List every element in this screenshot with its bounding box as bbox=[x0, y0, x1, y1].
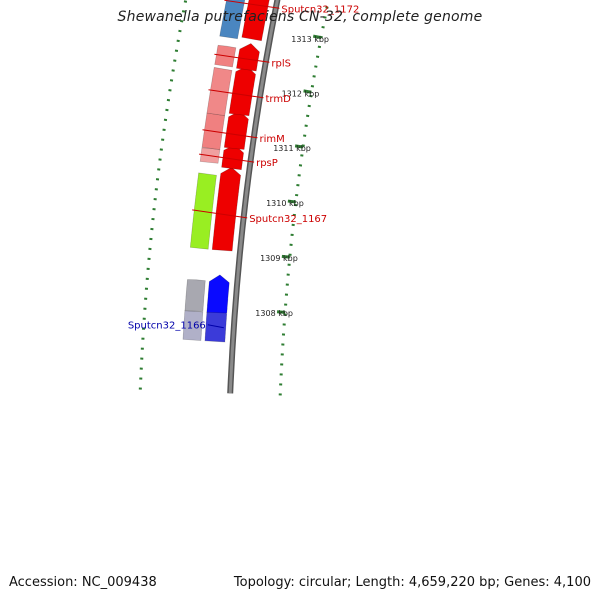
reverse-gene bbox=[184, 279, 206, 312]
forward-gene bbox=[206, 274, 230, 314]
tick-mark bbox=[312, 34, 322, 40]
label-leader-line bbox=[199, 153, 255, 163]
topology-label: Topology: circular; Length: 4,659,220 bp… bbox=[229, 575, 591, 590]
tick-label: 1309 kbp bbox=[260, 254, 298, 263]
tick-label: 1312 kbp bbox=[282, 90, 320, 99]
label-leader-line bbox=[208, 89, 264, 99]
gene-label: Sputcn32_1166 bbox=[128, 321, 206, 332]
forward-gene bbox=[236, 43, 260, 72]
tick-label: 1313 kbp bbox=[291, 35, 329, 44]
label-leader-line bbox=[224, 0, 280, 9]
map-title: Shewanella putrefaciens CN-32, complete … bbox=[117, 9, 483, 25]
tick-mark bbox=[276, 310, 286, 314]
gene-label: Sputcn32_1172 bbox=[281, 4, 359, 15]
tick-mark bbox=[287, 199, 296, 204]
label-leader-line bbox=[214, 53, 270, 63]
gene-label: rplS bbox=[271, 58, 291, 69]
forward-gene bbox=[228, 65, 256, 117]
label-leader-line bbox=[202, 129, 258, 139]
forward-gene bbox=[223, 110, 249, 150]
tick-mark bbox=[281, 254, 290, 259]
forward-gene bbox=[241, 0, 270, 42]
reverse-gene bbox=[219, 0, 246, 40]
tick-label: 1308 kbp bbox=[255, 309, 293, 318]
tick-label: 1310 kbp bbox=[266, 199, 304, 208]
tick-mark bbox=[303, 89, 312, 94]
accession-label: Accession: NC_009438 bbox=[9, 575, 161, 590]
tick-mark bbox=[294, 144, 304, 149]
forward-gene bbox=[211, 167, 242, 252]
gene-label: trmD bbox=[266, 94, 292, 105]
gene-label: Sputcn32_1167 bbox=[249, 214, 327, 225]
label-leader-line bbox=[207, 324, 224, 329]
inner-dotted-track bbox=[278, 0, 330, 396]
gene-label: rpsP bbox=[256, 158, 278, 169]
gene-label: rimM bbox=[260, 134, 285, 145]
backbone-core bbox=[228, 0, 280, 394]
tick-label: 1311 kbp bbox=[273, 144, 311, 153]
reverse-gene bbox=[182, 310, 204, 341]
label-leader-line bbox=[192, 209, 248, 219]
